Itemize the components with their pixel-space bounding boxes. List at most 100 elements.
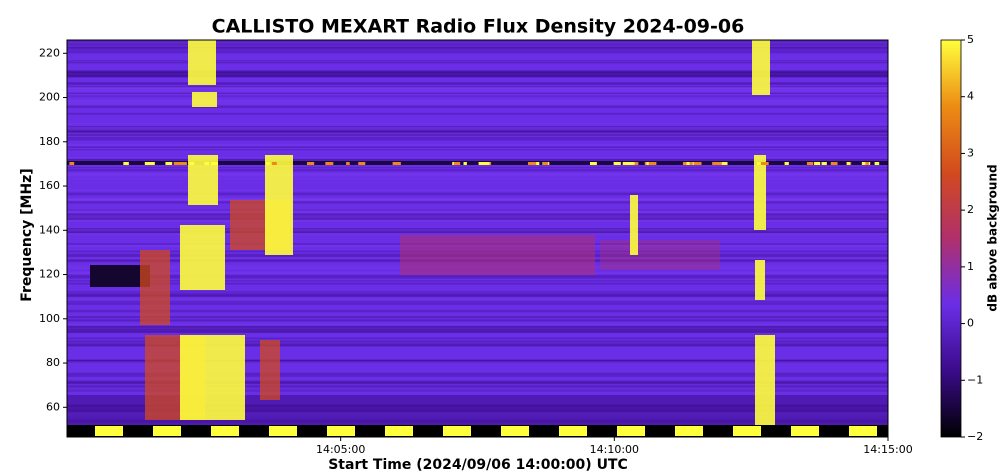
noise-band <box>67 189 888 192</box>
spectrogram <box>67 40 888 437</box>
spot <box>686 162 690 165</box>
spot <box>266 162 271 165</box>
noise-band <box>67 49 888 51</box>
noise-band <box>67 298 888 301</box>
noise-band <box>67 85 888 88</box>
noise-band <box>67 43 888 46</box>
spot <box>648 162 657 165</box>
noise-band <box>67 158 888 161</box>
noise-band <box>67 46 888 50</box>
spot <box>693 162 702 165</box>
noise-band <box>67 381 888 385</box>
time-bar-segment <box>95 426 123 436</box>
noise-band <box>67 122 888 125</box>
noise-band <box>67 220 888 222</box>
noise-band <box>67 73 888 75</box>
noise-band <box>67 298 888 302</box>
noise-band <box>67 228 888 231</box>
noise-band <box>67 359 888 361</box>
spot <box>204 162 210 165</box>
noise-band <box>67 92 888 94</box>
spot <box>784 162 789 165</box>
noise-band <box>67 389 888 392</box>
noise-band <box>67 213 888 216</box>
burst <box>188 40 216 85</box>
noise-band <box>67 75 888 78</box>
noise-band <box>67 300 888 302</box>
warm-patch <box>400 235 595 275</box>
x-tick-label: 14:15:00 <box>863 443 912 456</box>
spot <box>865 162 869 165</box>
spot <box>630 162 638 165</box>
noise-band <box>67 172 888 175</box>
noise-band <box>67 359 888 362</box>
noise-band <box>67 178 888 180</box>
noise-band <box>67 298 888 301</box>
noise-band <box>67 276 888 279</box>
noise-band <box>67 74 888 77</box>
noise-band <box>67 323 888 326</box>
time-bar-segment <box>617 426 645 436</box>
noise-band <box>67 88 888 92</box>
time-bar-segment <box>733 426 761 436</box>
noise-band <box>67 327 888 331</box>
noise-band <box>67 135 888 137</box>
noise-band <box>67 232 888 235</box>
time-bar-segment <box>153 426 181 436</box>
spot <box>69 162 75 165</box>
noise-band <box>67 228 888 230</box>
spot <box>712 162 717 165</box>
noise-band <box>67 217 888 221</box>
colorbar-tick-label: 3 <box>967 146 974 159</box>
noise-band <box>67 388 888 392</box>
noise-band <box>67 95 888 97</box>
time-bar-segment <box>385 426 413 436</box>
noise-band <box>67 302 888 305</box>
noise-band <box>67 385 888 387</box>
noise-band <box>67 75 888 78</box>
noise-band <box>67 198 888 201</box>
spot <box>874 162 880 165</box>
y-tick-label: 200 <box>39 91 60 104</box>
noise-band <box>67 200 888 204</box>
noise-band <box>67 59 888 63</box>
noise-band <box>67 138 888 141</box>
noise-band <box>67 280 888 282</box>
noise-band <box>67 282 888 285</box>
spot <box>454 162 461 165</box>
noise-band <box>67 144 888 147</box>
warm-patch <box>600 240 720 270</box>
noise-band <box>67 380 888 383</box>
noise-band <box>67 51 888 54</box>
noise-band <box>67 372 888 375</box>
noise-band <box>67 359 888 363</box>
spot <box>325 162 334 165</box>
noise-band <box>67 132 888 135</box>
burst <box>630 195 638 255</box>
noise-band <box>67 200 888 203</box>
burst <box>754 155 766 230</box>
noise-band <box>67 316 888 319</box>
noise-band <box>67 318 888 321</box>
noise-band <box>67 216 888 220</box>
spot <box>123 162 129 165</box>
burst <box>180 225 225 290</box>
noise-band <box>67 72 888 75</box>
noise-band <box>67 343 888 346</box>
spot <box>534 162 540 165</box>
noise-band <box>67 73 888 76</box>
noise-band <box>67 215 888 219</box>
noise-band <box>67 218 888 221</box>
noise-band <box>67 91 888 93</box>
noise-band <box>67 320 888 322</box>
spot <box>147 162 155 165</box>
spot <box>165 162 171 165</box>
noise-band <box>67 41 888 44</box>
time-bar-segment <box>559 426 587 436</box>
noise-band <box>67 146 888 149</box>
noise-band <box>67 209 888 211</box>
noise-band <box>67 133 888 136</box>
burst <box>752 40 770 95</box>
spot <box>527 162 533 165</box>
